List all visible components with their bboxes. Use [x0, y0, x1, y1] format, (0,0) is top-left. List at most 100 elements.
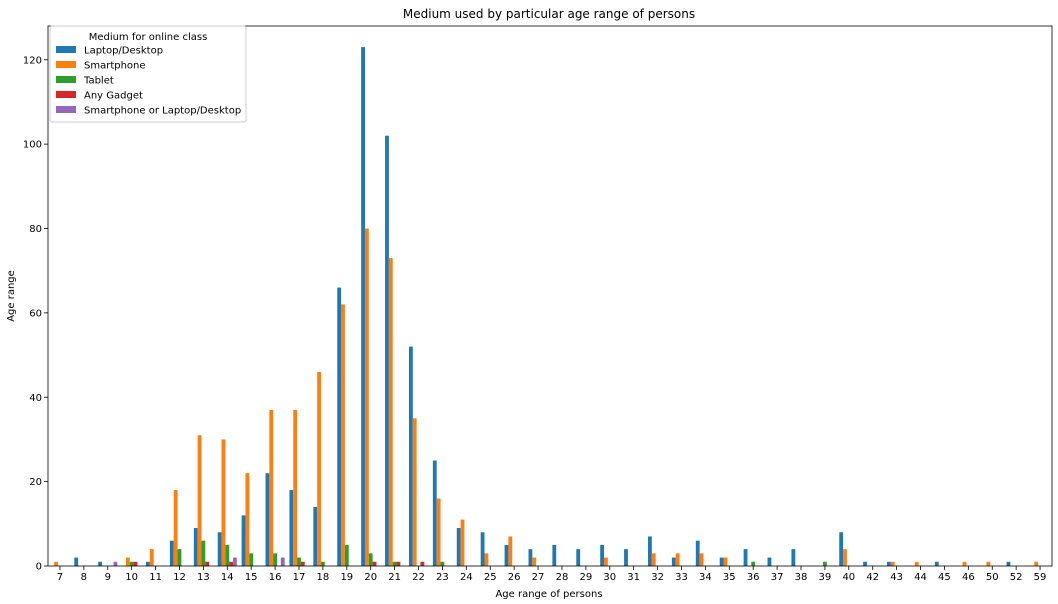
bar-laptop-desktop-age-25 [480, 532, 485, 566]
bar-smartphone-age-22 [412, 418, 417, 566]
bar-any-gadget-age-22 [420, 561, 425, 566]
bar-any-gadget-age-14 [229, 561, 234, 566]
bar-laptop-desktop-age-38 [791, 549, 796, 567]
bar-laptop-desktop-age-11 [146, 561, 150, 566]
y-ticks: 0 20 40 60 80 100 120 [23, 55, 48, 573]
x-tick-label: 32 [651, 572, 664, 583]
x-tick-label: 50 [986, 572, 999, 583]
bar-tablet-age-16 [273, 553, 277, 566]
bar-laptop-desktop-age-29 [576, 549, 581, 567]
bar-laptop-desktop-age-33 [671, 557, 676, 566]
bar-tablet-age-14 [225, 544, 230, 566]
x-tick-label: 35 [723, 572, 736, 583]
x-tick-label: 29 [579, 572, 592, 583]
x-tick-label: 34 [699, 572, 712, 583]
bar-laptop-desktop-age-19 [337, 287, 342, 566]
legend-label: Smartphone [84, 61, 146, 72]
x-tick-label: 12 [173, 572, 186, 583]
bar-smartphone-age-19 [341, 304, 345, 566]
bar-laptop-desktop-age-24 [456, 528, 461, 566]
bar-laptop-desktop-age-20 [361, 47, 365, 566]
x-tick-label: 31 [627, 572, 640, 583]
x-tick-label: 39 [819, 572, 832, 583]
bar-tablet-age-13 [201, 540, 206, 566]
x-tick-label: 9 [105, 572, 111, 583]
x-tick-label: 27 [532, 572, 545, 583]
bar-tablet-age-36 [751, 561, 756, 566]
x-tick-label: 40 [842, 572, 855, 583]
bar-smartphone-age-12 [173, 490, 178, 566]
x-tick-label: 20 [364, 572, 377, 583]
bar-smartphone-age-17 [293, 409, 298, 566]
x-ticks: 7 8 9 10 11 12 13 14 15 16 17 18 19 20 21 22 23 24 25 26 27 2… [57, 566, 1046, 583]
bar-smartphone-age-15 [245, 473, 250, 566]
legend-swatch [56, 76, 76, 83]
bar-tablet-age-20 [368, 553, 373, 566]
bar-smartphone-age-10 [125, 557, 130, 566]
bar-laptop-desktop-age-9 [98, 561, 103, 566]
bar-smartphone-age-14 [221, 439, 226, 566]
x-axis-title: Age range of persons [495, 589, 602, 600]
y-axis-title: Age range [6, 270, 17, 322]
bar-smartphone-age-24 [460, 519, 465, 566]
bar-tablet-age-10 [129, 561, 134, 566]
x-tick-label: 28 [556, 572, 569, 583]
x-tick-label: 25 [484, 572, 497, 583]
legend-swatch [56, 106, 76, 113]
bar-smartphone-age-27 [532, 557, 537, 566]
bar-tablet-age-19 [344, 544, 349, 566]
y-tick-label: 100 [23, 140, 42, 151]
bar-smartphone-age-44 [914, 561, 919, 566]
bar-any-gadget-age-10 [133, 561, 138, 566]
y-tick-label: 0 [36, 562, 42, 573]
bar-laptop-desktop-age-40 [839, 532, 844, 566]
bar-laptop-desktop-age-18 [313, 506, 318, 566]
bar-smartphone-age-16 [269, 409, 274, 566]
x-tick-label: 21 [388, 572, 401, 583]
bar-smartphone-age-46 [962, 561, 967, 566]
bar-laptop-desktop-age-42 [863, 561, 867, 566]
bar-smartphone-age-59 [1034, 561, 1039, 566]
bar-laptop-desktop-age-26 [504, 544, 509, 566]
bar-laptop-desktop-age-22 [408, 346, 413, 567]
bar-smartphone-or-laptop-desktop-age-16 [280, 557, 285, 566]
bar-smartphone-age-23 [436, 498, 441, 566]
y-tick-label: 20 [29, 477, 42, 488]
bar-smartphone-age-18 [317, 371, 321, 566]
x-tick-label: 43 [890, 572, 903, 583]
legend-box [49, 25, 247, 123]
x-tick-label: 26 [508, 572, 521, 583]
legend: Medium for online class Laptop/Desktop Sm… [49, 25, 247, 123]
x-tick-label: 37 [771, 572, 784, 583]
bars-layer [54, 47, 1039, 567]
bar-smartphone-or-laptop-desktop-age-14 [233, 557, 237, 566]
x-tick-label: 19 [340, 572, 353, 583]
bar-smartphone-age-35 [723, 557, 728, 566]
y-tick-label: 40 [29, 393, 42, 404]
bar-laptop-desktop-age-32 [648, 536, 652, 566]
bar-smartphone-age-43 [890, 561, 895, 566]
bar-laptop-desktop-age-31 [624, 549, 628, 567]
bar-tablet-age-18 [320, 561, 325, 566]
legend-label: Laptop/Desktop [84, 46, 163, 57]
x-tick-label: 10 [125, 572, 138, 583]
y-tick-label: 80 [29, 224, 42, 235]
bar-laptop-desktop-age-43 [887, 561, 891, 566]
x-tick-label: 42 [866, 572, 879, 583]
plot-frame [47, 25, 1053, 567]
x-tick-label: 52 [1010, 572, 1023, 583]
bar-smartphone-age-25 [484, 553, 489, 566]
bar-any-gadget-age-13 [205, 561, 210, 566]
axes-layer [47, 25, 1053, 567]
legend-title: Medium for online class [89, 32, 208, 43]
bar-laptop-desktop-age-15 [241, 515, 246, 567]
bar-smartphone-age-32 [651, 553, 656, 566]
x-tick-label: 45 [938, 572, 951, 583]
y-tick-label: 60 [29, 308, 42, 319]
bar-smartphone-age-26 [508, 536, 513, 566]
x-tick-label: 18 [317, 572, 330, 583]
bar-smartphone-age-40 [843, 549, 847, 567]
x-tick-label: 33 [675, 572, 688, 583]
bar-smartphone-age-7 [54, 561, 59, 566]
x-tick-label: 16 [269, 572, 282, 583]
